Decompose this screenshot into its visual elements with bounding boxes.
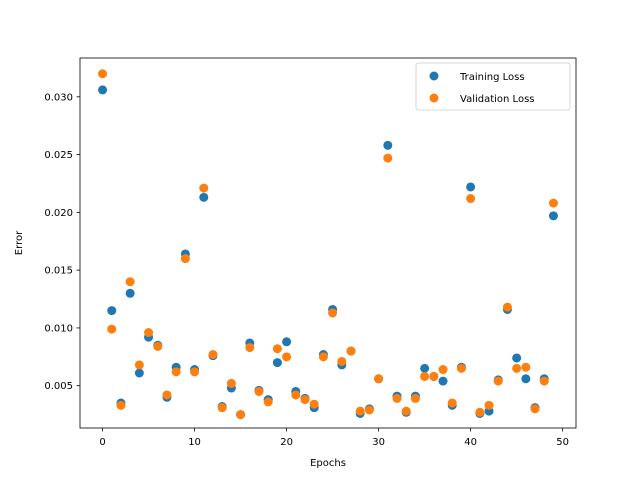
x-tick-label: 50 <box>556 437 569 448</box>
y-tick-label: 0.020 <box>44 208 73 219</box>
validation-loss-point <box>401 406 411 416</box>
x-axis-ticks: 0 10 20 30 40 50 <box>99 428 569 448</box>
x-axis-label: Epochs <box>310 458 346 469</box>
validation-loss-point <box>493 376 503 386</box>
training-loss-point <box>420 363 430 373</box>
validation-loss-point <box>217 403 227 413</box>
points-layer <box>98 69 558 420</box>
validation-loss-point <box>466 194 476 204</box>
validation-loss-point <box>318 352 328 362</box>
legend-marker-training-loss <box>429 71 439 81</box>
validation-loss-point <box>153 341 163 351</box>
training-loss-point <box>383 140 393 150</box>
validation-loss-point <box>438 365 448 375</box>
y-tick-label: 0.010 <box>44 323 73 334</box>
validation-loss-point <box>300 395 310 405</box>
validation-loss-point <box>116 400 126 410</box>
legend: Training Loss Validation Loss <box>415 62 571 111</box>
validation-loss-point <box>364 405 374 415</box>
validation-loss-point <box>502 302 512 312</box>
validation-loss-point <box>383 153 393 163</box>
plot-area <box>80 58 576 428</box>
training-loss-point <box>282 337 292 347</box>
training-loss-point <box>98 85 108 95</box>
x-tick-label: 30 <box>372 437 385 448</box>
validation-loss-point <box>180 254 190 264</box>
plot-frame <box>79 57 577 429</box>
validation-loss-point <box>98 69 108 79</box>
validation-loss-point <box>530 404 540 414</box>
training-loss-point <box>272 358 282 368</box>
training-loss-point <box>466 182 476 192</box>
validation-loss-point <box>245 343 255 353</box>
validation-loss-point <box>521 362 531 372</box>
validation-loss-point <box>272 344 282 354</box>
validation-loss-point <box>475 407 485 417</box>
legend-marker-validation-loss <box>429 93 439 103</box>
y-tick-label: 0.025 <box>44 150 73 161</box>
validation-loss-point <box>190 367 200 377</box>
training-loss-point <box>199 192 209 202</box>
validation-loss-point <box>144 328 154 338</box>
validation-loss-point <box>282 352 292 362</box>
y-tick-label: 0.005 <box>44 381 73 392</box>
validation-loss-point <box>254 386 264 396</box>
validation-loss-point <box>410 393 420 403</box>
validation-loss-point <box>456 363 466 373</box>
validation-loss-point <box>291 390 301 400</box>
validation-loss-point <box>374 374 384 384</box>
training-loss-point <box>107 306 117 316</box>
x-tick-label: 0 <box>99 437 105 448</box>
training-loss-point <box>512 353 522 363</box>
validation-loss-point <box>134 360 144 370</box>
validation-loss-point <box>107 324 117 334</box>
validation-loss-point <box>236 410 246 420</box>
validation-loss-point <box>447 398 457 408</box>
validation-loss-point <box>346 346 356 356</box>
training-loss-point <box>438 376 448 386</box>
y-tick-label: 0.030 <box>44 92 73 103</box>
validation-loss-point <box>355 406 365 416</box>
y-axis-ticks: 0.005 0.010 0.015 0.020 0.025 0.030 <box>44 92 80 392</box>
legend-box <box>415 62 571 111</box>
validation-loss-point <box>512 363 522 373</box>
validation-loss-point <box>199 183 209 193</box>
validation-loss-point <box>125 277 135 287</box>
validation-loss-point <box>548 198 558 208</box>
validation-loss-point <box>392 393 402 403</box>
validation-loss-point <box>337 356 347 366</box>
y-tick-label: 0.015 <box>44 266 73 277</box>
legend-label-validation-loss: Validation Loss <box>460 94 535 105</box>
training-loss-point <box>134 368 144 378</box>
validation-loss-point <box>328 308 338 318</box>
x-tick-label: 10 <box>188 437 201 448</box>
validation-loss-point <box>162 390 172 400</box>
training-loss-point <box>521 374 531 384</box>
validation-loss-point <box>226 378 236 388</box>
validation-loss-point <box>484 400 494 410</box>
validation-loss-point <box>429 371 439 381</box>
validation-loss-point <box>309 399 319 409</box>
validation-loss-point <box>171 367 181 377</box>
y-axis-label: Error <box>14 230 25 255</box>
training-loss-point <box>548 211 558 221</box>
x-tick-label: 20 <box>280 437 293 448</box>
validation-loss-point <box>420 371 430 381</box>
x-tick-label: 40 <box>464 437 477 448</box>
validation-loss-point <box>208 350 218 360</box>
validation-loss-point <box>263 397 273 407</box>
training-loss-point <box>125 288 135 298</box>
legend-label-training-loss: Training Loss <box>459 72 525 83</box>
validation-loss-point <box>539 376 549 386</box>
